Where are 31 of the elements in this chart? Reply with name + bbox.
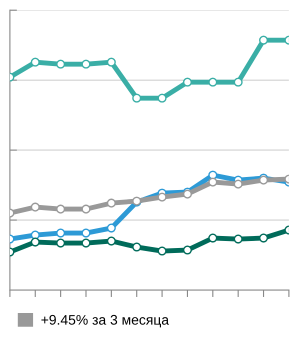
point xyxy=(234,234,243,244)
point xyxy=(208,234,218,243)
point xyxy=(106,236,116,246)
point xyxy=(106,58,116,67)
point xyxy=(56,228,66,238)
point xyxy=(259,36,268,45)
legend-label: +9.45% за 3 месяца xyxy=(41,314,170,328)
point xyxy=(81,204,91,214)
point xyxy=(30,58,40,67)
point xyxy=(158,94,167,103)
point xyxy=(56,204,66,214)
point xyxy=(106,198,116,208)
point xyxy=(259,234,268,243)
point xyxy=(208,178,218,187)
point xyxy=(56,238,66,248)
point xyxy=(158,192,167,202)
point xyxy=(81,60,91,69)
point xyxy=(81,238,91,248)
point xyxy=(208,78,218,87)
point xyxy=(182,246,192,255)
point xyxy=(81,228,91,238)
point xyxy=(56,60,66,69)
point xyxy=(234,180,243,189)
point xyxy=(182,78,192,87)
point xyxy=(234,78,243,87)
point xyxy=(132,94,142,103)
point xyxy=(30,202,40,212)
point xyxy=(106,224,116,233)
point xyxy=(158,246,167,256)
point xyxy=(30,238,40,247)
point xyxy=(132,242,142,252)
